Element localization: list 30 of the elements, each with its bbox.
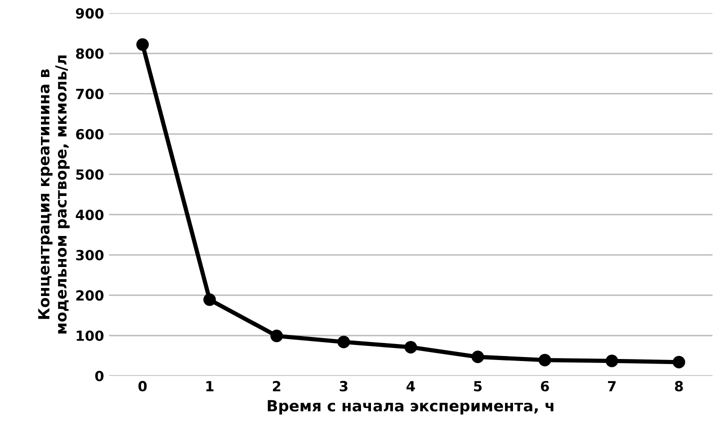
point xyxy=(270,330,283,342)
y-tick-label: 600 xyxy=(76,128,104,140)
point xyxy=(337,336,350,348)
y-tick-label: 300 xyxy=(76,250,104,260)
point xyxy=(606,354,618,368)
point xyxy=(136,38,149,51)
y-tick-label: 100 xyxy=(76,330,104,341)
point xyxy=(672,356,686,368)
x-tick-label: 4 xyxy=(406,381,415,392)
x-tick-label: 7 xyxy=(608,381,616,392)
x-tick-label: 2 xyxy=(272,380,280,392)
x-tick-label: 1 xyxy=(206,381,214,392)
x-tick-label: 8 xyxy=(674,380,683,392)
y-tick-label: 500 xyxy=(76,169,104,180)
x-tick-label: 0 xyxy=(138,380,147,392)
y-tick-label: 400 xyxy=(76,210,104,220)
x-axis-title: Время с начала эксперимента, ч xyxy=(268,400,554,414)
point xyxy=(404,340,418,354)
point xyxy=(203,293,216,306)
y-tick-label: 800 xyxy=(76,48,104,59)
point xyxy=(538,354,552,366)
x-tick-label: 6 xyxy=(540,380,549,392)
y-tick-label: 0 xyxy=(95,370,104,382)
y-tick-label: 900 xyxy=(76,8,104,19)
y-axis-title: Концентрация креатинина в модельном растворе, мкмоль/л xyxy=(38,55,70,334)
y-tick-label: 700 xyxy=(76,88,104,100)
y-tick-label: 200 xyxy=(76,290,104,301)
x-tick-label: 5 xyxy=(474,381,482,392)
point xyxy=(472,350,484,364)
x-tick-label: 3 xyxy=(340,380,348,392)
